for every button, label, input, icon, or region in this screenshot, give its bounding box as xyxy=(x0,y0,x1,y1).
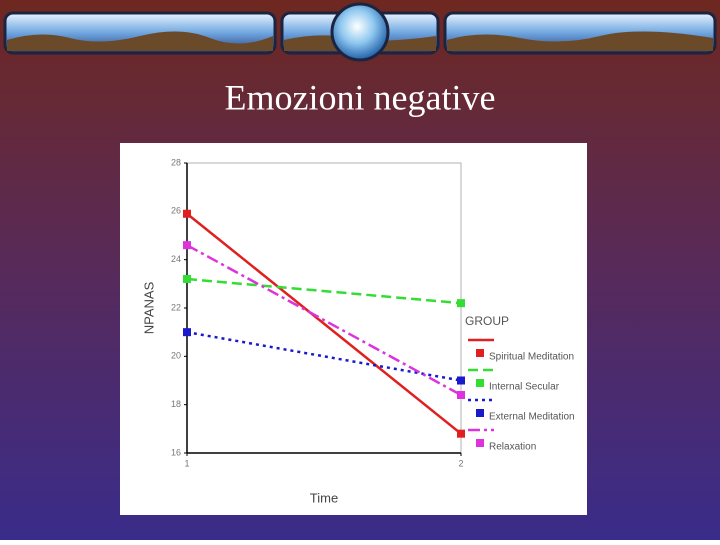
y-axis-label: NPANAS xyxy=(141,281,156,334)
legend-label: Relaxation xyxy=(489,442,536,453)
x-tick-label: 1 xyxy=(184,458,189,468)
chart-title: Emozioni negative xyxy=(225,77,496,117)
legend-swatch xyxy=(476,349,484,357)
data-point xyxy=(457,429,465,438)
x-axis-label: Time xyxy=(310,490,338,505)
plot-frame xyxy=(187,162,462,453)
series-line xyxy=(186,330,462,382)
legend-swatch xyxy=(476,439,484,447)
data-point xyxy=(183,275,191,283)
legend-label: Internal Secular xyxy=(489,382,560,393)
x-tick-label: 2 xyxy=(458,458,463,468)
y-tick-label: 26 xyxy=(171,206,181,216)
data-point xyxy=(457,376,465,385)
data-point xyxy=(183,209,191,218)
y-tick-label: 28 xyxy=(171,157,181,167)
banner xyxy=(3,2,717,62)
legend-swatch xyxy=(476,409,484,417)
series-line xyxy=(186,244,462,397)
y-tick-label: 22 xyxy=(171,302,181,312)
y-tick-label: 24 xyxy=(171,254,181,264)
legend-label: Spiritual Meditation xyxy=(489,352,574,363)
y-tick-label: 16 xyxy=(171,447,181,457)
legend-swatch xyxy=(476,379,484,387)
y-tick-label: 18 xyxy=(171,399,181,409)
series-line xyxy=(186,212,462,435)
series-line xyxy=(186,277,462,305)
data-point xyxy=(457,299,465,308)
data-point xyxy=(457,391,465,399)
y-tick-label: 20 xyxy=(171,351,181,361)
data-point xyxy=(183,241,191,250)
data-point xyxy=(183,328,191,337)
legend-label: External Meditation xyxy=(489,412,575,423)
legend-title: GROUP xyxy=(465,314,509,328)
